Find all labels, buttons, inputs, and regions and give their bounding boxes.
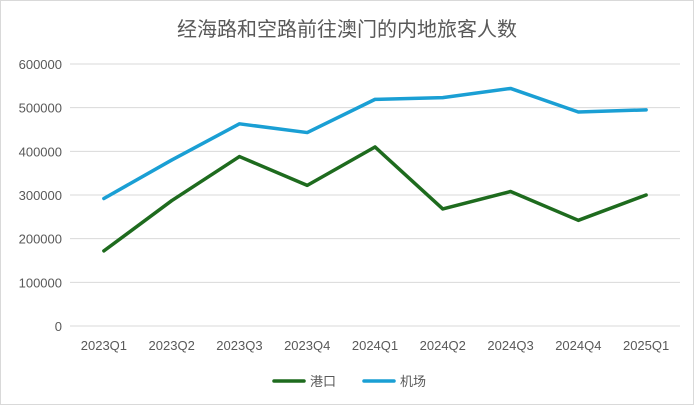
y-tick-label: 100000	[19, 275, 62, 290]
y-tick-label: 200000	[19, 232, 62, 247]
data-point	[102, 196, 106, 200]
y-tick-label: 0	[55, 319, 62, 334]
x-tick-label: 2024Q1	[352, 338, 398, 353]
y-tick-label: 500000	[19, 101, 62, 116]
data-point	[170, 158, 174, 162]
y-tick-label: 600000	[19, 57, 62, 72]
series-line-1	[102, 86, 648, 201]
data-point	[237, 122, 241, 126]
x-tick-label: 2023Q2	[149, 338, 195, 353]
legend: 港口 机场	[272, 375, 426, 390]
data-point	[441, 96, 445, 100]
y-tick-label: 300000	[19, 188, 62, 203]
x-axis-ticks: 2023Q1 2023Q2 2023Q3 2023Q4 2024Q1 2024Q2 2024…	[81, 338, 669, 353]
x-tick-label: 2023Q3	[216, 338, 262, 353]
y-axis-ticks: 0 100000 200000 300000 400000 500000 600000	[19, 57, 62, 334]
data-point	[102, 249, 106, 253]
series-lines	[102, 86, 648, 253]
data-point	[509, 190, 513, 194]
data-point	[305, 131, 309, 135]
series-line-0	[102, 145, 648, 253]
x-tick-label: 2023Q1	[81, 338, 127, 353]
x-tick-label: 2024Q3	[487, 338, 533, 353]
data-point	[373, 97, 377, 101]
chart-title: 经海路和空路前往澳门的内地旅客人数	[177, 17, 517, 41]
data-point	[237, 155, 241, 159]
x-tick-label: 2024Q4	[555, 338, 601, 353]
x-tick-label: 2025Q1	[623, 338, 669, 353]
data-point	[373, 145, 377, 149]
data-point	[305, 183, 309, 187]
x-tick-label: 2023Q4	[284, 338, 330, 353]
y-tick-label: 400000	[19, 144, 62, 159]
data-point	[576, 110, 580, 114]
data-point	[441, 207, 445, 211]
data-point	[170, 199, 174, 203]
gridlines	[70, 63, 680, 327]
legend-label-0: 港口	[310, 375, 336, 390]
data-point	[644, 193, 648, 197]
data-point	[576, 218, 580, 222]
legend-label-1: 机场	[400, 375, 426, 390]
data-point	[509, 86, 513, 90]
x-tick-label: 2024Q2	[420, 338, 466, 353]
data-point	[644, 108, 648, 112]
